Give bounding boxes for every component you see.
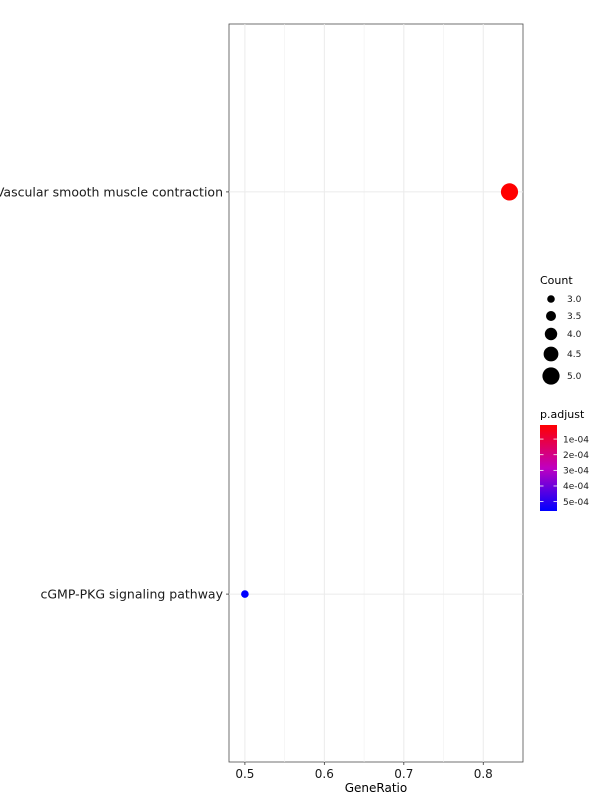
colorbar-tick-label: 3e-04 bbox=[563, 467, 589, 477]
count-legend-key bbox=[543, 346, 559, 362]
count-legend-key bbox=[544, 327, 558, 341]
x-tick-label: 0.8 bbox=[474, 767, 493, 781]
data-points bbox=[241, 183, 519, 598]
x-axis-title: GeneRatio bbox=[345, 781, 407, 795]
y-tick-label: cGMP-PKG signaling pathway bbox=[41, 587, 224, 602]
count-legend-key bbox=[542, 367, 560, 385]
x-axis: 0.5 0.6 0.7 0.8 bbox=[235, 762, 493, 781]
plot-panel bbox=[228, 23, 524, 763]
colorbar-tick-label: 4e-04 bbox=[563, 482, 589, 492]
count-legend-title: Count bbox=[540, 274, 573, 287]
y-tick-label: Vascular smooth muscle contraction bbox=[0, 184, 223, 199]
count-legend-label: 5.0 bbox=[567, 372, 582, 382]
x-tick-label: 0.7 bbox=[394, 767, 413, 781]
data-point bbox=[241, 590, 249, 598]
p-adjust-legend-title: p.adjust bbox=[540, 408, 585, 421]
data-point bbox=[500, 183, 519, 201]
count-legend-label: 4.0 bbox=[567, 330, 582, 340]
count-legend-label: 3.0 bbox=[567, 295, 582, 305]
colorbar-tick-label: 5e-04 bbox=[563, 498, 589, 508]
grid-lines bbox=[229, 24, 523, 762]
count-legend: Count 3.0 3.5 4.0 4.5 5.0 bbox=[540, 274, 582, 385]
count-legend-label: 4.5 bbox=[567, 350, 581, 360]
x-tick-label: 0.5 bbox=[235, 767, 254, 781]
p-adjust-colorbar bbox=[540, 425, 557, 511]
x-tick-label: 0.6 bbox=[315, 767, 334, 781]
y-axis: Vascular smooth muscle contraction cGMP-P… bbox=[0, 184, 229, 602]
count-legend-key bbox=[547, 295, 555, 303]
count-legend-label: 3.5 bbox=[567, 312, 581, 322]
colorbar-tick-label: 2e-04 bbox=[563, 451, 589, 461]
p-adjust-legend: p.adjust 1e-04 2e-04 3e-04 4e-04 5e-04 bbox=[540, 408, 589, 511]
count-legend-key bbox=[546, 311, 556, 321]
colorbar-tick-label: 1e-04 bbox=[563, 435, 589, 445]
